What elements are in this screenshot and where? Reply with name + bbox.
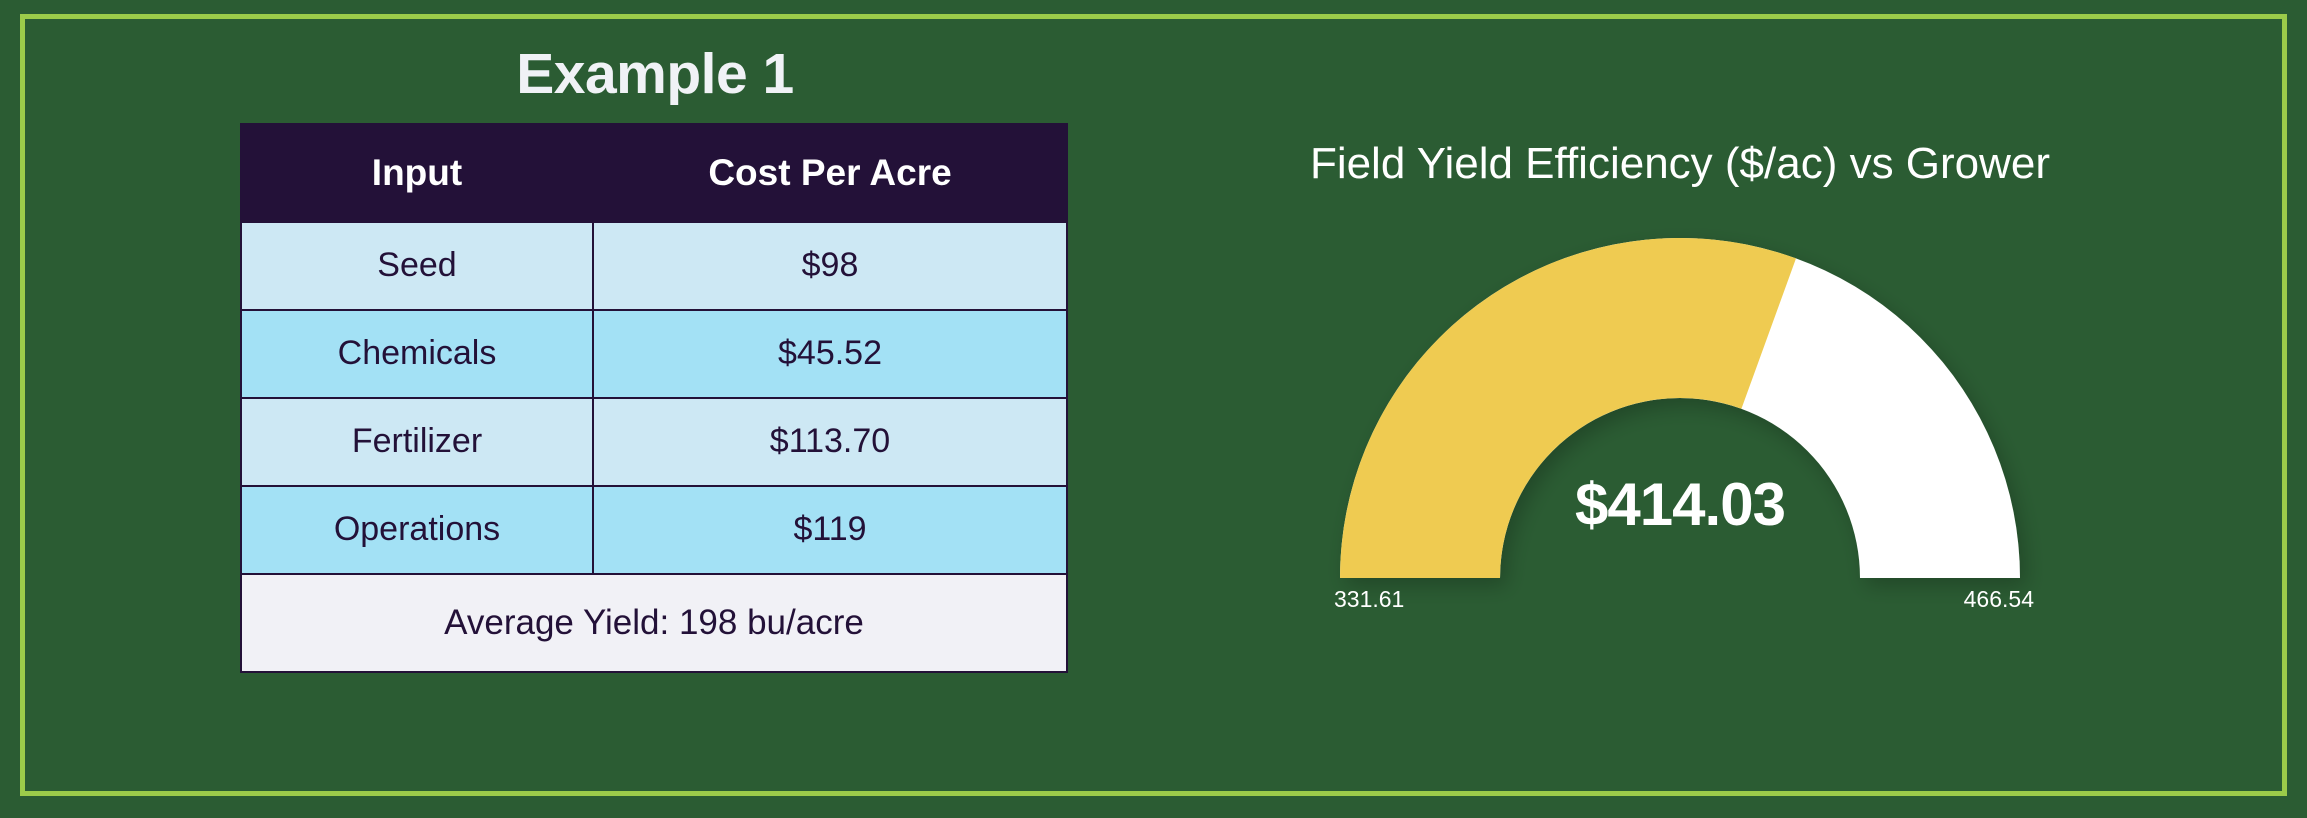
cell-cost-fertilizer: $113.70 bbox=[592, 396, 1068, 487]
average-yield-note: Average Yield: 198 bu/acre bbox=[240, 572, 1068, 673]
cell-input-fertilizer: Fertilizer bbox=[240, 396, 594, 487]
gauge-max-tick-label: 466.54 bbox=[1963, 586, 2034, 613]
gauge-panel: Field Yield Efficiency ($/ac) vs Grower … bbox=[1180, 139, 2180, 700]
cell-input-operations: Operations bbox=[240, 484, 594, 575]
cell-cost-chemicals: $45.52 bbox=[592, 308, 1068, 399]
gauge-chart-title: Field Yield Efficiency ($/ac) vs Grower bbox=[1309, 139, 2051, 188]
table-row: Seed $98 bbox=[240, 220, 1068, 311]
cell-cost-operations: $119 bbox=[592, 484, 1068, 575]
cost-per-acre-table: Input Cost Per Acre Seed $98 Chemicals $… bbox=[240, 122, 1068, 673]
table-footer: Average Yield: 198 bu/acre bbox=[240, 572, 1068, 673]
cell-input-seed: Seed bbox=[240, 220, 594, 311]
gauge-chart: $414.03 331.61 466.54 bbox=[1320, 218, 2040, 618]
table-row: Fertilizer $113.70 bbox=[240, 396, 1068, 487]
table-row: Chemicals $45.52 bbox=[240, 308, 1068, 399]
gauge-value-arc bbox=[1340, 238, 1797, 579]
table-row: Operations $119 bbox=[240, 484, 1068, 575]
table-body: Seed $98 Chemicals $45.52 Fertilizer $11… bbox=[240, 220, 1068, 575]
page-title: Example 1 bbox=[516, 42, 794, 106]
cell-cost-seed: $98 bbox=[592, 220, 1068, 311]
cost-breakdown-panel: Example 1 Input Cost Per Acre Seed $98 C… bbox=[240, 42, 1070, 673]
table-header-row: Input Cost Per Acre bbox=[240, 122, 1068, 223]
column-header-input: Input bbox=[240, 122, 594, 223]
column-header-cost: Cost Per Acre bbox=[592, 122, 1068, 223]
table-footer-row: Average Yield: 198 bu/acre bbox=[240, 572, 1068, 673]
gauge-svg bbox=[1340, 238, 2020, 579]
table-header: Input Cost Per Acre bbox=[240, 122, 1068, 223]
gauge-value-label: $414.03 bbox=[1575, 471, 1786, 539]
gauge-min-tick-label: 331.61 bbox=[1334, 586, 1405, 613]
cell-input-chemicals: Chemicals bbox=[240, 308, 594, 399]
